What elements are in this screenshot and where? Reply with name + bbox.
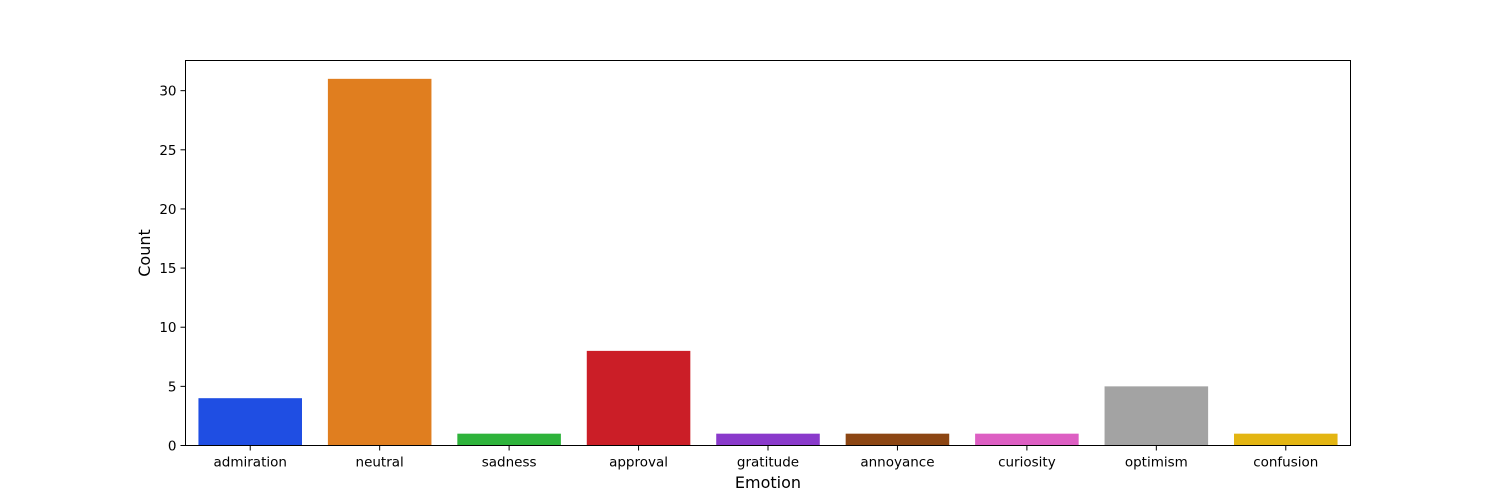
y-tick-label: 5: [168, 379, 177, 395]
y-axis-label: Count: [135, 229, 154, 277]
bar-optimism: [1104, 386, 1209, 446]
y-tick-label: 10: [159, 320, 176, 336]
bar-curiosity: [975, 433, 1079, 446]
y-axis: 0 5 10 15 20 25 30: [159, 84, 186, 455]
x-tick-label: curiosity: [998, 455, 1056, 471]
bar-confusion: [1234, 433, 1338, 446]
y-tick-label: 0: [168, 439, 177, 455]
x-tick-label: confusion: [1253, 455, 1318, 471]
y-tick-label: 25: [159, 143, 176, 159]
y-tick-label: 15: [159, 261, 176, 277]
x-tick-label: gratitude: [737, 455, 799, 471]
x-axis: admiration neutral sadness approval gratitud…: [214, 445, 1318, 471]
bar-sadness: [457, 433, 561, 446]
x-tick-label: sadness: [482, 455, 537, 471]
x-axis-label: Emotion: [735, 473, 801, 492]
x-tick-label: optimism: [1125, 455, 1188, 471]
bar-neutral: [327, 78, 432, 446]
bars: [198, 78, 1338, 446]
bar-admiration: [198, 398, 302, 446]
y-tick-label: 30: [159, 84, 176, 100]
x-tick-label: neutral: [356, 455, 404, 471]
x-tick-label: annoyance: [860, 455, 934, 471]
x-tick-label: approval: [609, 455, 668, 471]
bar-gratitude: [716, 433, 820, 446]
x-tick-label: admiration: [214, 455, 287, 471]
bar-annoyance: [845, 433, 950, 446]
bar-approval: [586, 350, 691, 446]
y-tick-label: 20: [159, 202, 176, 218]
